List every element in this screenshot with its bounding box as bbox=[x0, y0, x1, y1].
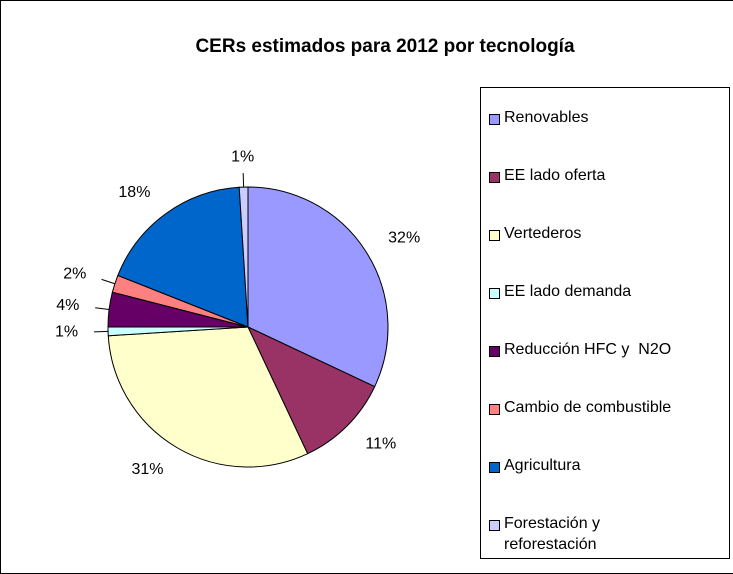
legend-item: Vertederos bbox=[489, 225, 582, 244]
legend-item: EE lado oferta bbox=[489, 167, 606, 186]
legend-label: EE lado demanda bbox=[504, 283, 632, 300]
legend-item: EE lado demanda bbox=[489, 283, 632, 302]
data-label: 1% bbox=[55, 324, 78, 341]
data-label: 32% bbox=[388, 229, 420, 246]
legend-swatch bbox=[489, 462, 500, 473]
legend-item: Cambio de combustible bbox=[489, 399, 672, 418]
legend-swatch bbox=[489, 114, 500, 125]
pie-slice bbox=[247, 186, 389, 388]
leader-line bbox=[95, 307, 110, 310]
legend-swatch bbox=[489, 520, 500, 531]
data-label: 18% bbox=[118, 184, 150, 201]
legend-label: Reducción HFC y N2O bbox=[504, 341, 672, 358]
legend-item: Agricultura bbox=[489, 457, 581, 476]
legend-swatch bbox=[489, 346, 500, 357]
data-label: 31% bbox=[131, 461, 163, 478]
data-label: 2% bbox=[63, 266, 86, 283]
legend-swatch bbox=[489, 288, 500, 299]
legend-label: Renovables bbox=[504, 109, 589, 126]
leader-line bbox=[101, 278, 116, 285]
legend-swatch bbox=[489, 172, 500, 183]
legend-label: Cambio de combustible bbox=[504, 399, 672, 416]
legend-label: Vertederos bbox=[504, 225, 582, 242]
legend-swatch bbox=[489, 230, 500, 241]
data-label: 11% bbox=[365, 436, 396, 453]
legend-swatch bbox=[489, 404, 500, 415]
legend-item: Reducción HFC y N2O bbox=[489, 341, 672, 360]
data-label: 1% bbox=[231, 148, 254, 165]
legend-label: Forestación y reforestación bbox=[504, 515, 605, 553]
data-label: 4% bbox=[56, 297, 79, 314]
legend-item: Renovables bbox=[489, 109, 589, 128]
legend-item: Forestación y reforestación bbox=[489, 515, 684, 555]
pie-slice bbox=[246, 325, 376, 455]
chart-title: CERs estimados para 2012 por tecnología bbox=[195, 36, 575, 57]
legend-label: Agricultura bbox=[504, 457, 581, 474]
legend: Renovables EE lado oferta Vertederos EE lad… bbox=[480, 87, 730, 559]
pie-slice bbox=[107, 326, 309, 468]
legend-label: EE lado oferta bbox=[504, 167, 606, 184]
pie-slice bbox=[117, 186, 249, 328]
